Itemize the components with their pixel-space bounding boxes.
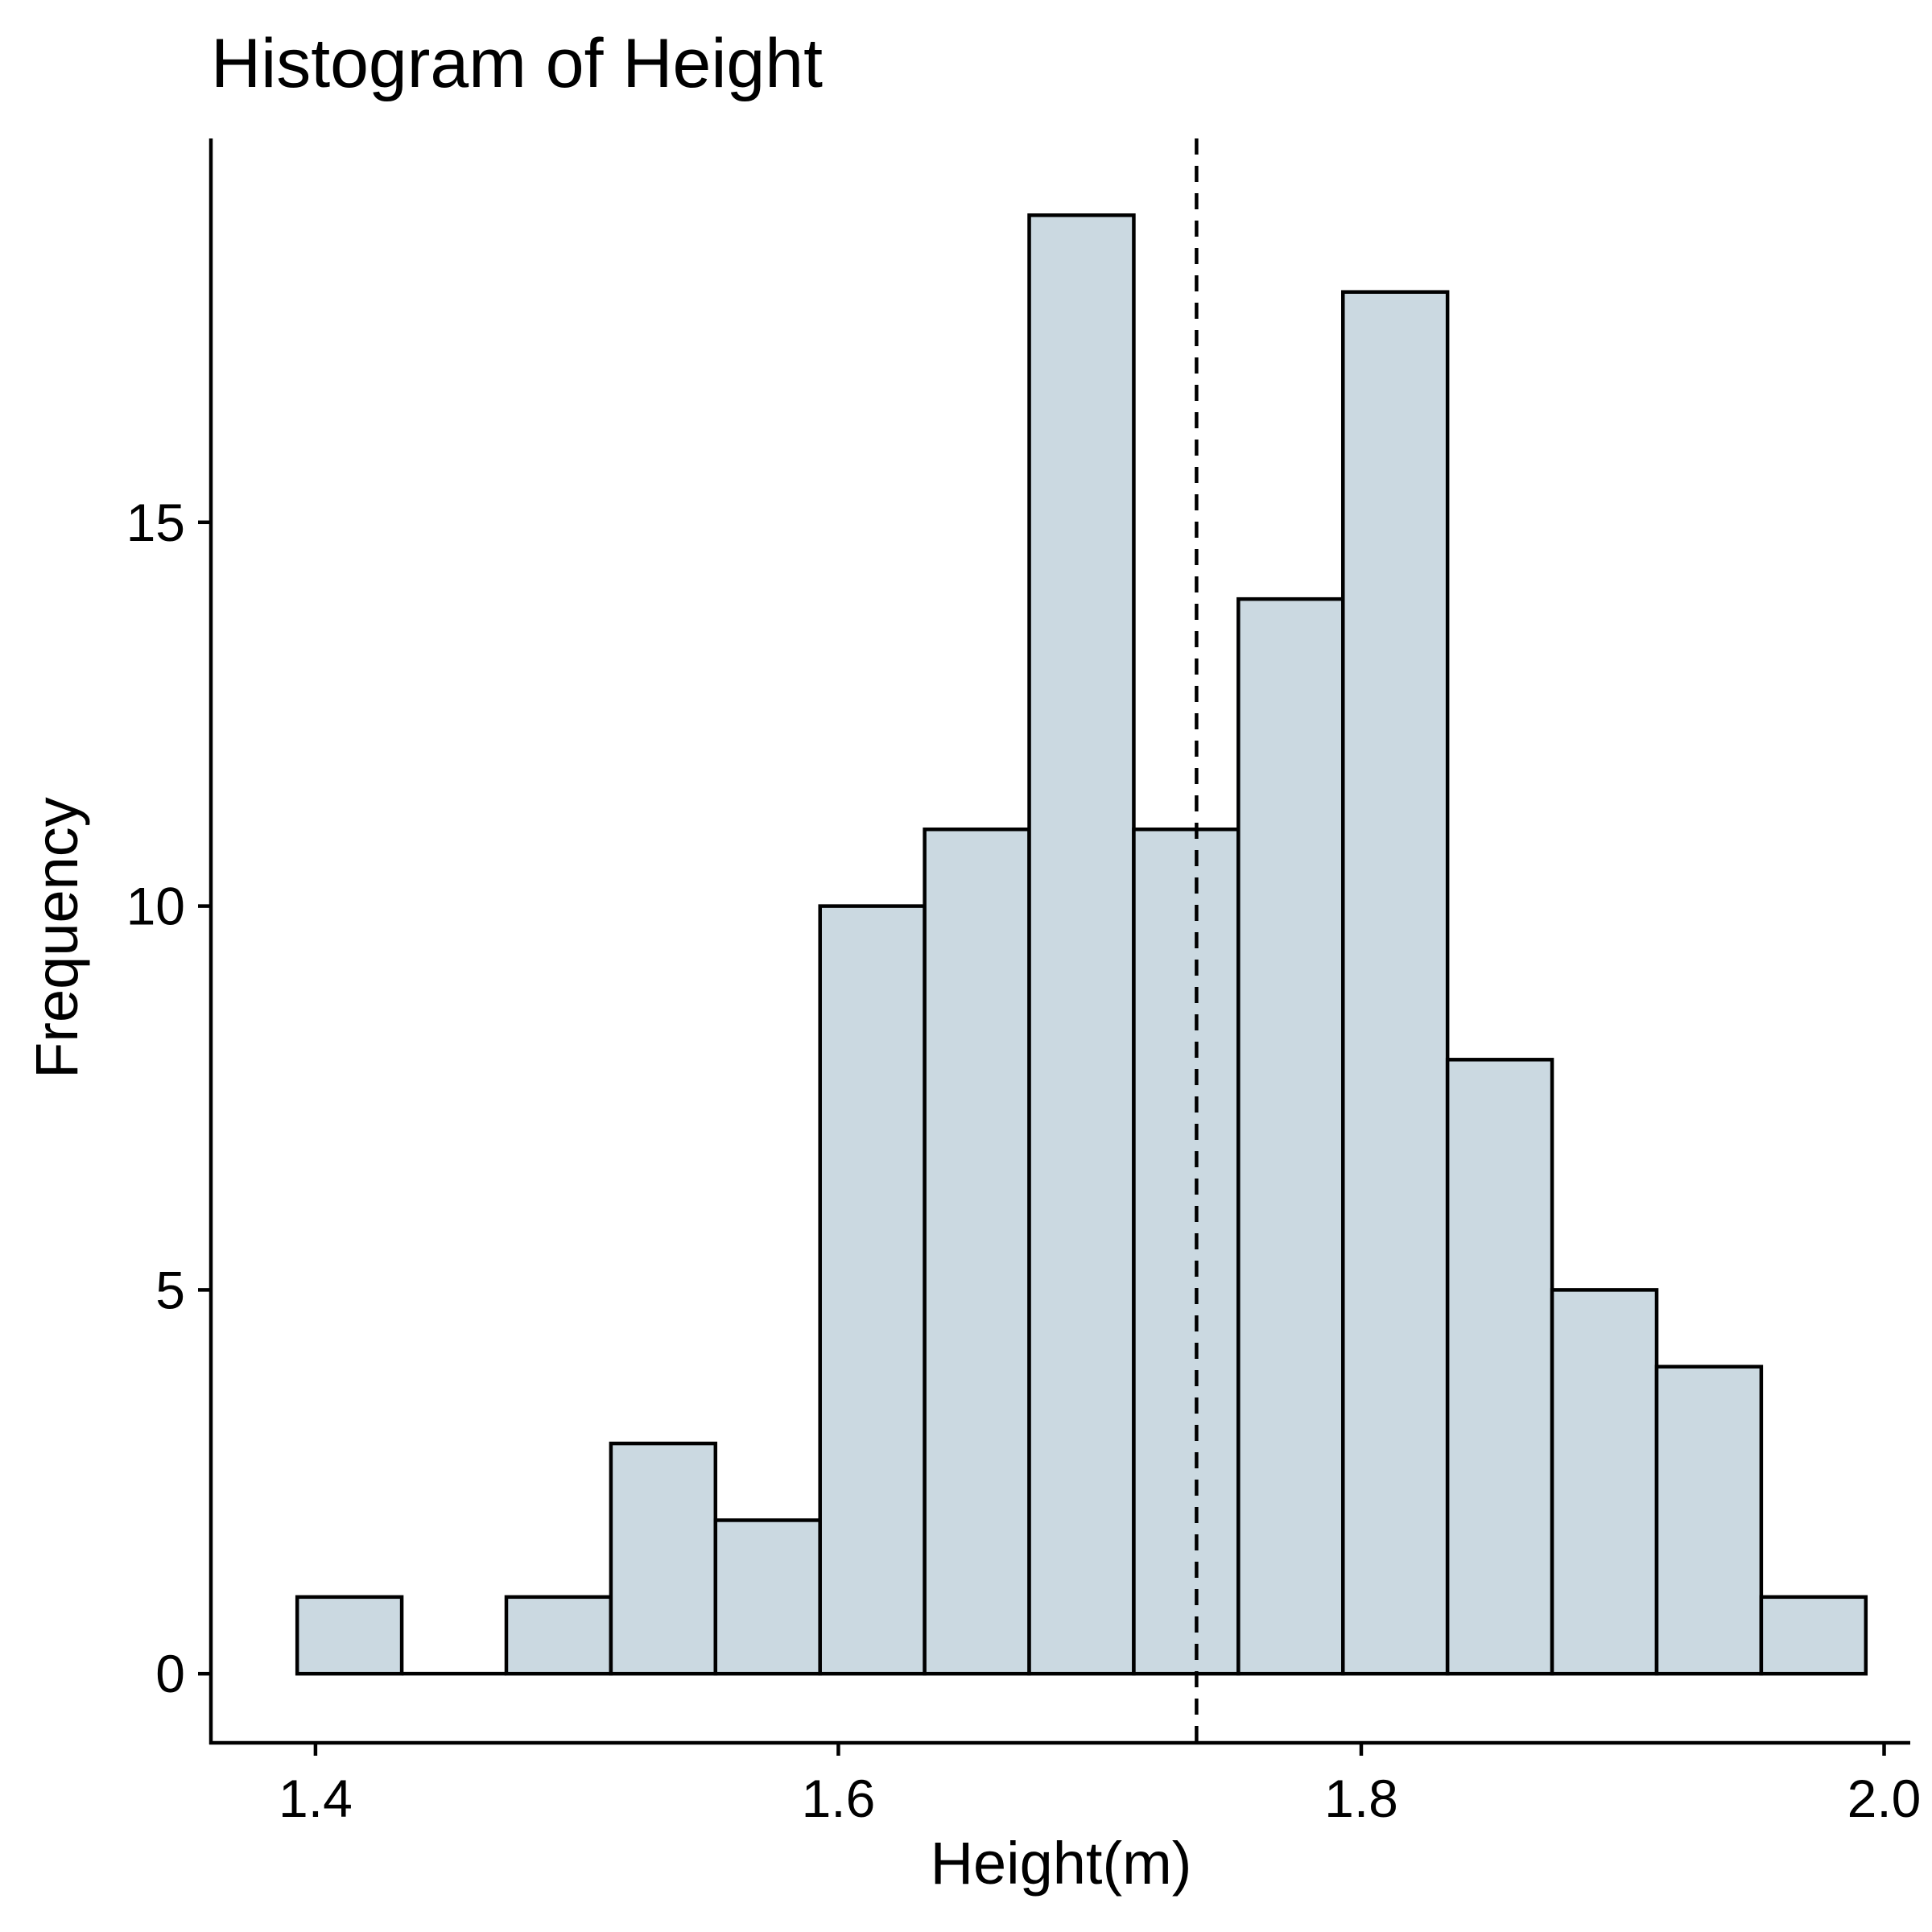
histogram-bar-12 (1550, 1288, 1659, 1676)
x-ticks-group: 1.4 1.6 1.8 2.0 (279, 1743, 1921, 1828)
x-tick-label-3: 2.0 (1847, 1769, 1922, 1828)
histogram-bar-13 (1654, 1364, 1764, 1676)
histogram-bar-7 (1027, 213, 1136, 1676)
histogram-bar-8 (1132, 827, 1241, 1676)
histogram-bar-10 (1341, 290, 1450, 1676)
x-tick-label-0: 1.4 (279, 1769, 353, 1828)
x-tick-label-2: 1.8 (1324, 1769, 1398, 1828)
chart-title: Histogram of Height (211, 25, 823, 102)
x-tick-label-1: 1.6 (802, 1769, 876, 1828)
histogram-bar-11 (1445, 1058, 1554, 1676)
y-tick-label-3: 15 (126, 493, 185, 552)
bars-group (295, 213, 1868, 1676)
x-axis-label: Height(m) (931, 1830, 1192, 1897)
histogram-bar-14 (1759, 1595, 1868, 1676)
histogram-bar-9 (1236, 597, 1345, 1676)
histogram-bar-0 (295, 1595, 404, 1676)
y-tick-label-0: 0 (155, 1644, 185, 1703)
y-axis-label: Frequency (23, 797, 90, 1079)
histogram-bar-6 (923, 827, 1031, 1676)
histogram-bar-4 (713, 1518, 822, 1676)
histogram-bar-2 (504, 1595, 613, 1676)
y-tick-label-2: 10 (126, 877, 185, 936)
histogram-bar-3 (609, 1441, 718, 1676)
histogram-bar-5 (818, 904, 927, 1676)
y-tick-label-1: 5 (155, 1260, 185, 1319)
y-ticks-group: 0 5 10 15 (126, 493, 211, 1703)
